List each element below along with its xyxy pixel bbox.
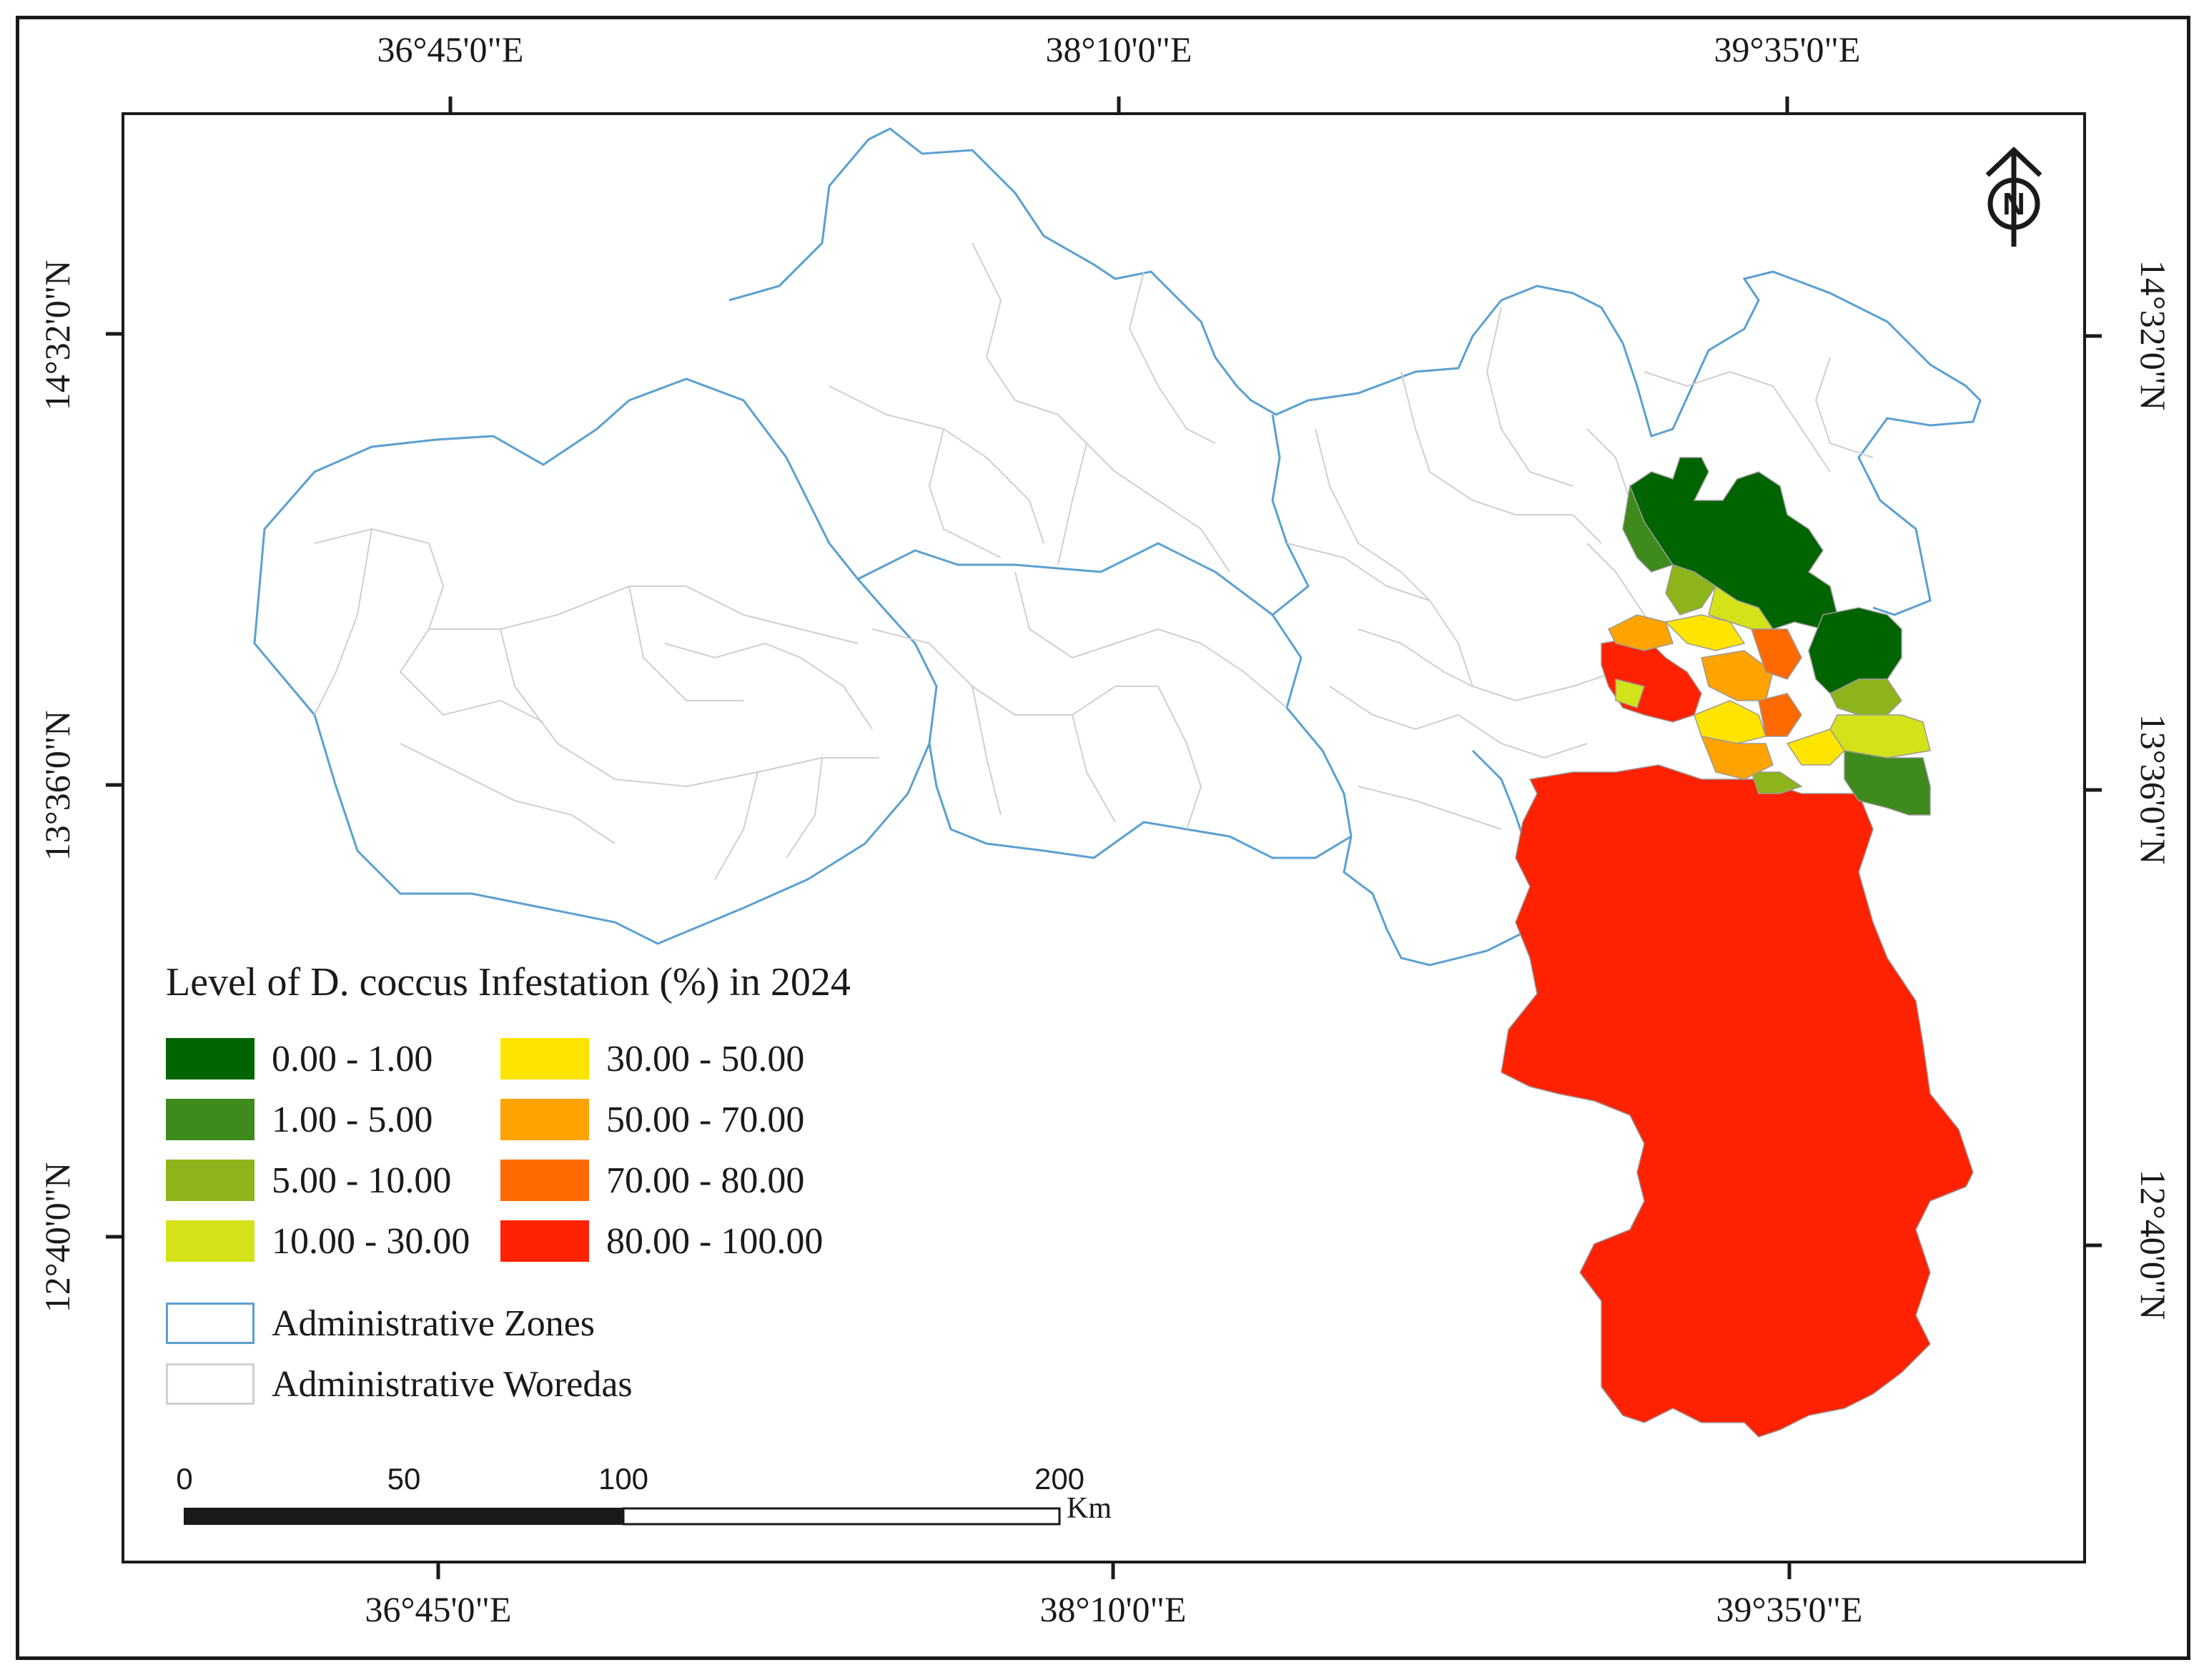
map-frame bbox=[122, 112, 2086, 1563]
legend-swatch-zones bbox=[166, 1303, 254, 1344]
legend-swatch bbox=[166, 1160, 254, 1201]
coord-left-2: 13°36'0"N bbox=[37, 710, 77, 861]
north-arrow bbox=[1985, 147, 2042, 247]
legend-swatch bbox=[166, 1099, 254, 1140]
infestation-zone-5-10 bbox=[1665, 564, 1902, 794]
scale-tick-200: 200 bbox=[1034, 1462, 1085, 1496]
scale-tick-50: 50 bbox=[387, 1462, 421, 1496]
coord-top-3: 39°35'0"E bbox=[1714, 29, 1861, 69]
legend-label: 70.00 - 80.00 bbox=[606, 1160, 805, 1201]
infestation-polygons bbox=[1501, 457, 1974, 1438]
legend-swatch bbox=[500, 1099, 589, 1140]
coord-right-1: 14°32'0"N bbox=[2133, 260, 2173, 411]
legend-item-70-80: 70.00 - 80.00 bbox=[500, 1158, 804, 1202]
infestation-zone-70-80 bbox=[1750, 628, 1802, 737]
legend-swatch bbox=[166, 1038, 254, 1079]
administrative-woredas bbox=[314, 242, 1874, 880]
scale-bar-segment-100-200 bbox=[622, 1507, 1061, 1526]
coord-bottom-1: 36°45'0"E bbox=[365, 1589, 512, 1629]
coord-right-3: 12°40'0"N bbox=[2133, 1169, 2173, 1320]
legend-swatch bbox=[500, 1160, 589, 1201]
legend-swatch-woredas bbox=[166, 1363, 254, 1405]
legend-swatch bbox=[500, 1220, 589, 1262]
legend-item-5-10: 5.00 - 10.00 bbox=[166, 1158, 451, 1202]
legend-item-zones: Administrative Zones bbox=[166, 1301, 595, 1345]
zone-outline-north bbox=[728, 127, 1982, 616]
infestation-zone-1-5-north bbox=[1622, 484, 1674, 573]
coord-top-1: 36°45'0"E bbox=[377, 29, 524, 69]
scale-bar-segment-0-100 bbox=[184, 1508, 624, 1525]
legend-label: 0.00 - 1.00 bbox=[272, 1038, 433, 1079]
legend-item-50-70: 50.00 - 70.00 bbox=[500, 1097, 804, 1142]
legend-item-80-100: 80.00 - 100.00 bbox=[500, 1219, 823, 1263]
coord-left-1: 14°32'0"N bbox=[37, 260, 77, 411]
scale-tick-100: 100 bbox=[598, 1462, 649, 1496]
zone-outline-east bbox=[1343, 749, 1546, 967]
legend-label: 50.00 - 70.00 bbox=[606, 1099, 805, 1140]
legend-item-0-1: 0.00 - 1.00 bbox=[166, 1037, 433, 1081]
scale-bar bbox=[184, 1507, 1061, 1526]
scale-tick-0: 0 bbox=[176, 1462, 193, 1496]
legend-label: Administrative Zones bbox=[272, 1303, 596, 1344]
coord-left-3: 12°40'0"N bbox=[37, 1162, 77, 1313]
infestation-zone-80-100-south bbox=[1501, 764, 1974, 1438]
legend-item-30-50: 30.00 - 50.00 bbox=[500, 1037, 804, 1081]
legend-title: Level of D. coccus Infestation (%) in 20… bbox=[166, 960, 851, 1004]
administrative-zones bbox=[253, 127, 1982, 967]
legend-swatch bbox=[166, 1220, 254, 1262]
legend-label: Administrative Woredas bbox=[272, 1363, 633, 1405]
legend-item-1-5: 1.00 - 5.00 bbox=[166, 1097, 433, 1142]
graticule-ticks bbox=[106, 97, 2102, 1579]
infestation-zone-1-5-east bbox=[1844, 750, 1931, 816]
coord-right-2: 13°36'0"N bbox=[2133, 713, 2173, 865]
legend-label: 30.00 - 50.00 bbox=[606, 1038, 805, 1079]
north-arrow-letter: N bbox=[2002, 187, 2025, 222]
legend-label: 1.00 - 5.00 bbox=[272, 1099, 433, 1140]
scale-unit: Km bbox=[1067, 1492, 1112, 1525]
zone-outline-east-central bbox=[1271, 414, 1310, 616]
coord-top-2: 38°10'0"E bbox=[1045, 29, 1192, 69]
coord-bottom-2: 38°10'0"E bbox=[1039, 1589, 1187, 1629]
coord-bottom-3: 39°35'0"E bbox=[1716, 1589, 1863, 1629]
legend-label: 5.00 - 10.00 bbox=[272, 1160, 452, 1201]
legend-label: 80.00 - 100.00 bbox=[606, 1220, 824, 1262]
zone-outline-central bbox=[857, 542, 1353, 859]
legend-label: 10.00 - 30.00 bbox=[272, 1220, 470, 1262]
legend-swatch bbox=[500, 1038, 589, 1079]
legend-item-woredas: Administrative Woredas bbox=[166, 1362, 633, 1406]
zone-outline-west bbox=[253, 377, 938, 945]
page-frame bbox=[16, 16, 2190, 1660]
legend-item-10-30: 10.00 - 30.00 bbox=[166, 1219, 470, 1263]
